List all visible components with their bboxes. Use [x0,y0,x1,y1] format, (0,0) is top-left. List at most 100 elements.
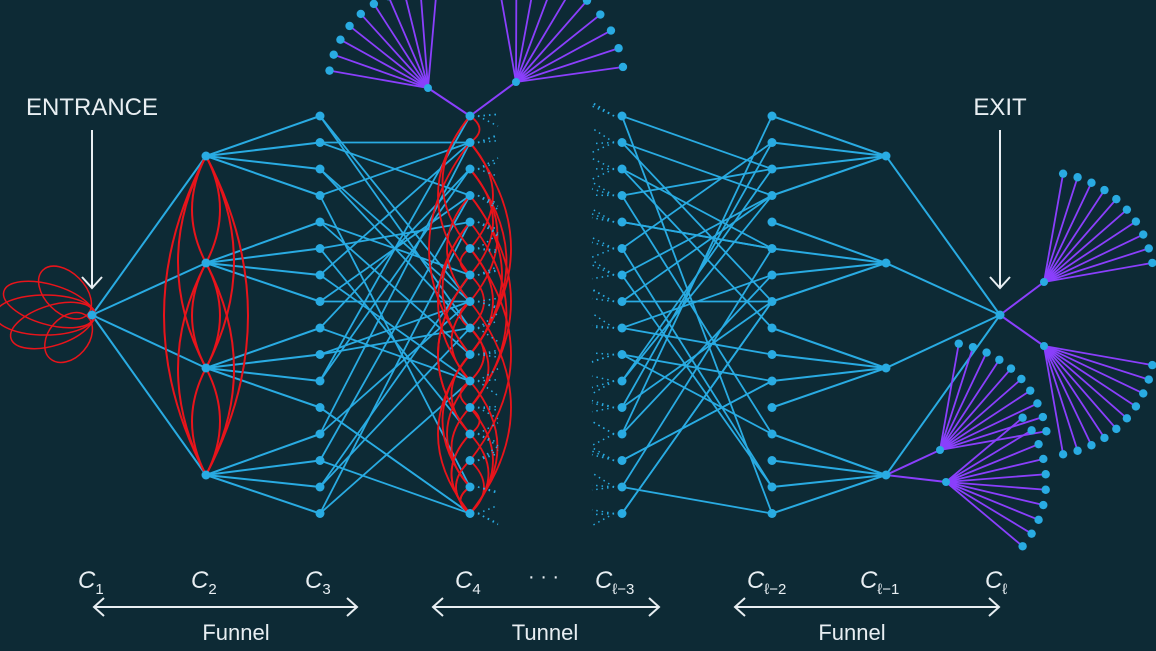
graph-node-col6 [768,430,777,439]
leaf-stem [428,88,470,116]
leaf-node [357,10,365,18]
funnel-left-arrow [94,598,357,616]
leaf-node [1039,413,1047,421]
leaf-node [1018,542,1026,550]
dotted-edge [478,298,498,301]
leaf-node [1087,179,1095,187]
dotted-edge [592,265,614,275]
leaf-node [325,66,333,74]
graph-node-col6 [768,191,777,200]
graph-node-col5 [618,112,627,121]
graph-node-col4 [466,165,475,174]
dotted-edge [592,189,614,196]
funnel-left-label: Funnel [202,620,269,645]
leaf-node [1139,389,1147,397]
column-label-c1: C1 [78,567,104,598]
leaf-node [1123,414,1131,422]
graph-node-col4 [466,403,475,412]
leaf-node [1027,426,1035,434]
edge [622,143,772,249]
edge [622,381,772,461]
leaf-node [614,44,622,52]
graph-node-col3 [316,377,325,386]
graph-node-col6 [768,244,777,253]
column-label-c-l-1: Cℓ−1 [860,567,899,598]
loop-arc [206,368,220,475]
leaf-node [995,356,1003,364]
graph-node-col5 [618,244,627,253]
graph-node-col6 [768,271,777,280]
leaf-node [607,26,615,34]
graph-node-col3 [316,324,325,333]
leaf-node [1041,470,1049,478]
graph-node-col5 [618,218,627,227]
column-label-c-l: Cℓ [985,567,1007,598]
leaf-node [1123,205,1131,213]
edge [622,275,772,487]
leaf-node [1073,447,1081,455]
leaf-node [1132,217,1140,225]
graph-node-col6 [768,165,777,174]
graph-node-col3 [316,244,325,253]
leaf-node [1112,195,1120,203]
graph-node-col2 [202,259,211,268]
dotted-edge [478,141,498,143]
graph-node-col6 [768,509,777,518]
leaf-node [619,63,627,71]
leaf-node [1039,455,1047,463]
leaf-stem [1000,315,1044,346]
graph-node-col4 [466,244,475,253]
edge [622,487,772,514]
leaf-node [1100,186,1108,194]
dotted-edge [592,275,614,279]
leaf-root-node [424,84,432,92]
leaf-edge [1044,346,1063,454]
leaf-node [1132,402,1140,410]
graph-node-col5 [618,271,627,280]
dotted-edge [478,302,498,308]
dotted-edge [478,450,498,460]
leaf-node [1148,361,1156,369]
dotted-edge [592,514,614,526]
leaf-node [1039,501,1047,509]
leaf-node [1059,450,1067,458]
graph-node-col6 [768,403,777,412]
dotted-edge [592,510,614,514]
graph-node-col4 [466,191,475,200]
dotted-edge [592,143,614,153]
graph-node-col6 [768,297,777,306]
leaf-stem [886,475,946,482]
dotted-edge [592,434,614,445]
graph-node-col7 [882,259,891,268]
graph-node-col6 [768,456,777,465]
graph-node-col4 [466,112,475,121]
graph-node-col6 [768,138,777,147]
edge [320,116,470,328]
edge [772,249,886,264]
edge [320,222,470,514]
dotted-edge [592,143,614,144]
edge [320,275,470,487]
graph-node-col4 [466,271,475,280]
edge [886,263,1000,315]
leaf-node [596,10,604,18]
leaf-root-node [512,78,520,86]
graph-node-col5 [618,297,627,306]
leaf-node [1041,486,1049,494]
dotted-edge [592,448,614,461]
leaf-node [1112,425,1120,433]
dotted-edge [592,355,614,362]
dotted-edge [592,473,614,487]
graph-node-col5 [618,456,627,465]
graph-node-col5 [618,165,627,174]
graph-node-col4 [466,350,475,359]
dotted-edge [592,182,614,195]
leaf-root-node [1040,278,1048,286]
leaf-node [982,348,990,356]
leaf-node [330,51,338,59]
dotted-tunnel-edges [478,102,614,526]
leaf-node [1073,173,1081,181]
edge [622,196,772,382]
